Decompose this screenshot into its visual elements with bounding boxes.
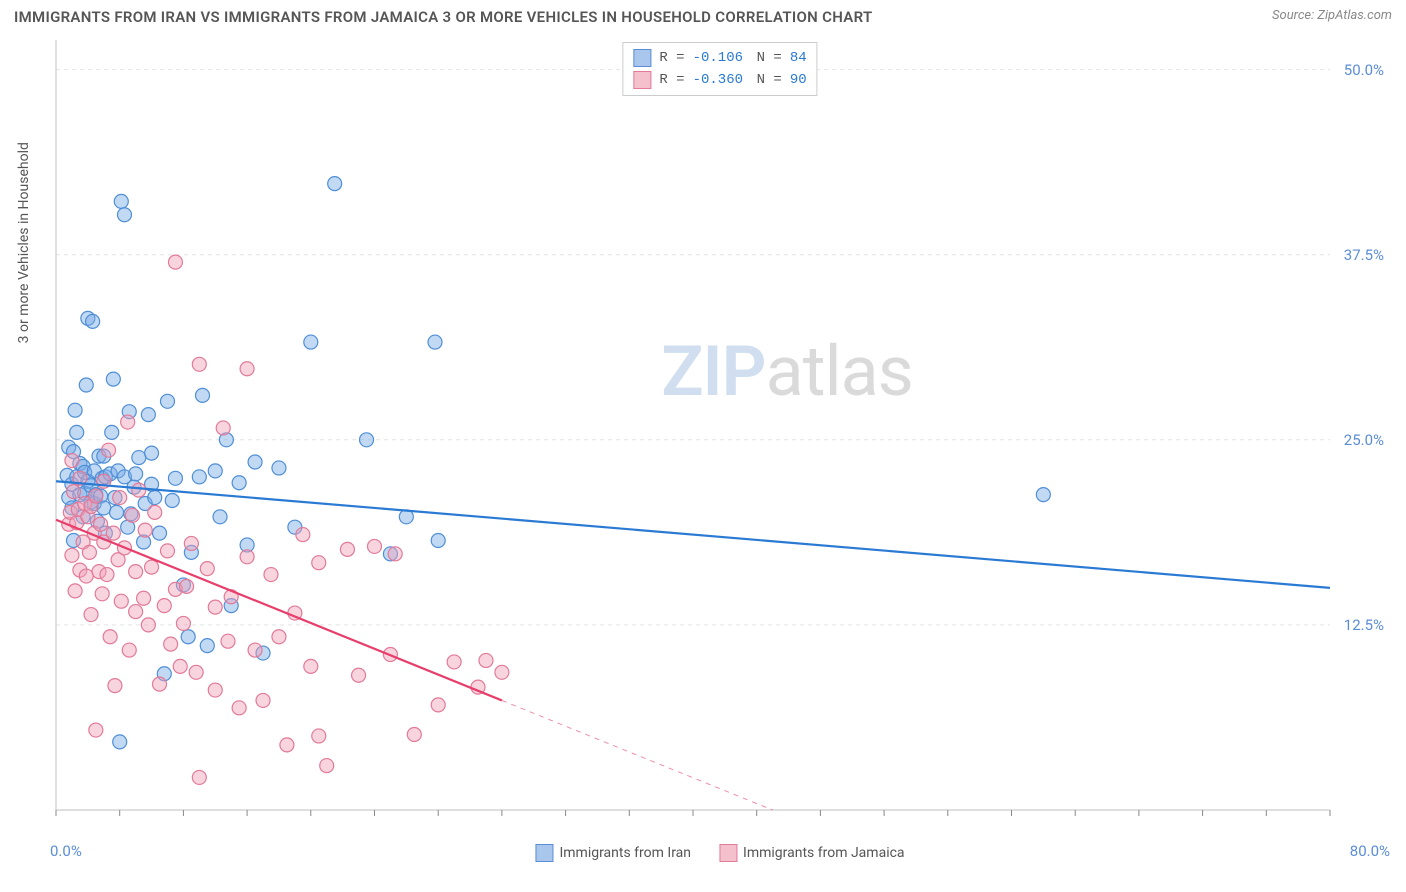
scatter-plot-svg [50, 36, 1390, 836]
ytick-label: 50.0% [1344, 61, 1384, 79]
ytick-label: 25.0% [1344, 431, 1384, 449]
xtick-max: 80.0% [1350, 842, 1390, 860]
ytick-label: 37.5% [1344, 246, 1384, 264]
y-axis-label: 3 or more Vehicles in Household [16, 142, 32, 343]
page-title: IMMIGRANTS FROM IRAN VS IMMIGRANTS FROM … [14, 8, 872, 26]
legend-series: Immigrants from IranImmigrants from Jama… [535, 844, 904, 862]
ytick-label: 12.5% [1344, 616, 1384, 634]
xtick-min: 0.0% [50, 842, 82, 860]
correlation-chart: 3 or more Vehicles in Household ZIPatlas… [50, 36, 1390, 836]
legend-stats: R =-0.106 N =84 R =-0.360 N =90 [622, 42, 817, 96]
source-label: Source: ZipAtlas.com [1272, 8, 1392, 23]
